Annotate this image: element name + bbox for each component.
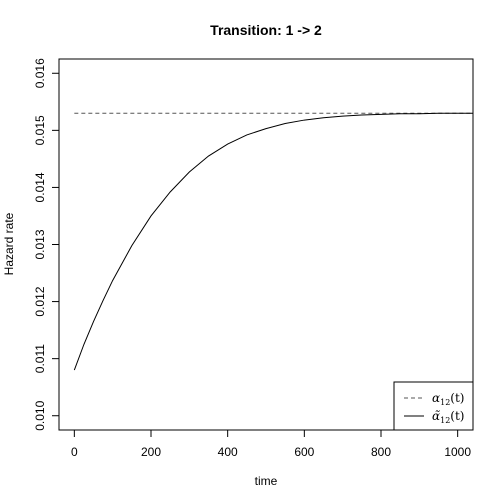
y-tick-label: 0.016	[33, 58, 47, 88]
y-axis: 0.010 0.011 0.012 0.013 0.014 0.015 0.016	[33, 58, 59, 431]
plot-area	[73, 112, 473, 371]
x-tick-label: 800	[371, 445, 391, 459]
plot-frame	[58, 58, 474, 431]
x-axis-label: time	[255, 474, 278, 488]
y-tick-label: 0.015	[33, 115, 47, 145]
x-tick-label: 0	[71, 445, 78, 459]
y-tick-label: 0.012	[33, 286, 47, 316]
chart-title: Transition: 1 -> 2	[210, 22, 322, 38]
y-axis-label: Hazard rate	[2, 212, 16, 275]
legend-entry: α12(t)	[432, 391, 464, 407]
x-tick-label: 1000	[444, 445, 471, 459]
legend-box	[393, 381, 474, 431]
x-tick-label: 200	[141, 445, 161, 459]
y-tick-label: 0.011	[33, 344, 47, 373]
x-axis: 0 200 400 600 800 1000	[71, 430, 471, 459]
y-tick-label: 0.010	[33, 400, 47, 430]
x-tick-label: 400	[218, 445, 238, 459]
series-line-solid	[73, 112, 473, 371]
y-tick-label: 0.013	[33, 229, 47, 259]
legend-entry: α̃12(t)	[432, 409, 464, 425]
x-tick-label: 600	[294, 445, 314, 459]
legend: α12(t) α̃12(t)	[393, 381, 474, 431]
y-tick-label: 0.014	[33, 172, 47, 202]
